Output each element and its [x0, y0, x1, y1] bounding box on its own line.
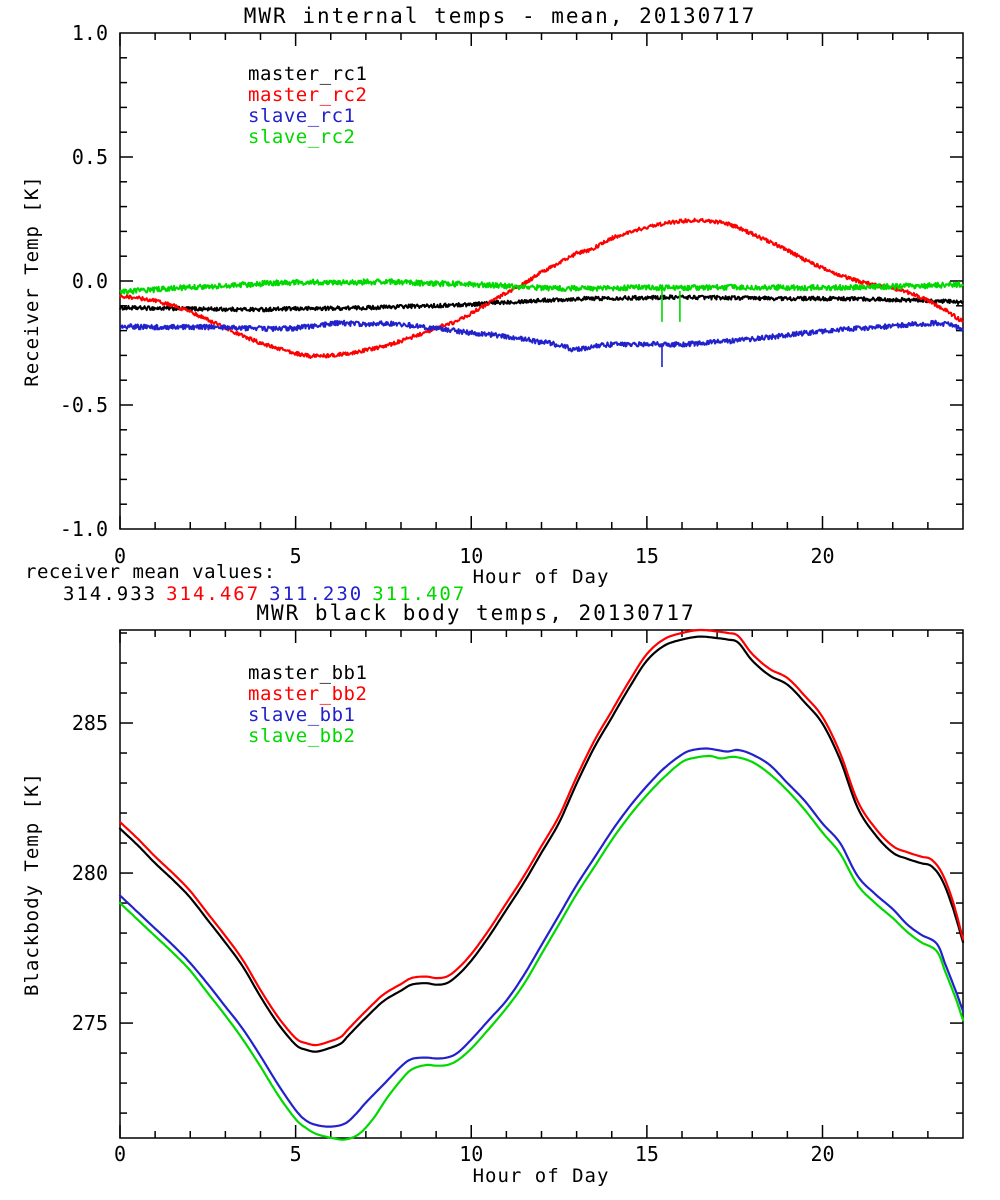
- plot2-legend: master_bb1 master_bb2 slave_bb1 slave_bb…: [248, 663, 367, 747]
- curve-master_rc2: [119, 217, 964, 359]
- y-tick-label: 0.5: [72, 145, 108, 169]
- x-tick-label: 5: [290, 1142, 302, 1166]
- plot1-xlabel: Hour of Day: [472, 566, 610, 588]
- plot1-legend: master_rc1 master_rc2 slave_rc1 slave_rc…: [248, 64, 367, 148]
- y-tick-label: 285: [72, 711, 108, 735]
- curve-slave_rc1: [119, 319, 964, 353]
- curve-slave_rc2: [119, 278, 964, 295]
- legend-entry: master_bb1: [248, 662, 368, 684]
- curve-slave_bb2: [118, 754, 965, 1141]
- legend-entry: master_bb2: [248, 683, 368, 705]
- legend-entry: slave_bb2: [248, 725, 356, 747]
- legend-entry: master_rc1: [248, 63, 368, 85]
- receiver-mean-values-label: receiver mean values:: [25, 561, 276, 583]
- curve-master_rc1: [119, 294, 964, 313]
- plot2-ylabel: Blackbody Temp [K]: [21, 772, 43, 996]
- x-tick-label: 0: [114, 1142, 126, 1166]
- legend-entry: slave_bb1: [248, 704, 356, 726]
- mean-value-slave-rc1: 311.230: [269, 583, 364, 605]
- y-tick-label: 275: [72, 1011, 108, 1035]
- y-tick-label: 1.0: [72, 21, 108, 45]
- x-tick-label: 20: [810, 1142, 834, 1166]
- x-tick-label: 15: [635, 544, 659, 568]
- legend-entry: master_rc2: [248, 84, 368, 106]
- x-tick-label: 5: [290, 544, 302, 568]
- curve-slave_bb1: [118, 747, 965, 1128]
- x-tick-label: 20: [810, 544, 834, 568]
- plot1-title: MWR internal temps - mean, 20130717: [243, 4, 757, 28]
- plot1-axis-box: [119, 32, 964, 530]
- curve-master_bb2: [118, 628, 965, 1047]
- y-tick-label: 0.0: [72, 269, 108, 293]
- receiver-mean-values: 314.933 314.467 311.230 311.407: [63, 583, 475, 605]
- mean-value-master-rc2: 314.467: [166, 583, 261, 605]
- x-tick-label: 10: [459, 1142, 483, 1166]
- legend-entry: slave_rc2: [248, 126, 356, 148]
- plot2-xlabel: Hour of Day: [472, 1165, 610, 1187]
- x-tick-label: 15: [635, 1142, 659, 1166]
- y-tick-label: -1.0: [60, 517, 108, 541]
- y-tick-label: 280: [72, 861, 108, 885]
- legend-entry: slave_rc1: [248, 105, 356, 127]
- y-tick-label: -0.5: [60, 393, 108, 417]
- x-tick-label: 10: [459, 544, 483, 568]
- plot2-title: MWR black body temps, 20130717: [256, 601, 696, 625]
- plot2-axis-box: [119, 629, 964, 1139]
- mean-value-slave-rc2: 311.407: [372, 583, 467, 605]
- mean-value-master-rc1: 314.933: [63, 583, 158, 605]
- curve-master_bb1: [118, 635, 965, 1053]
- x-tick-label: 0: [114, 544, 126, 568]
- plot1-ylabel: Receiver Temp [K]: [21, 175, 43, 387]
